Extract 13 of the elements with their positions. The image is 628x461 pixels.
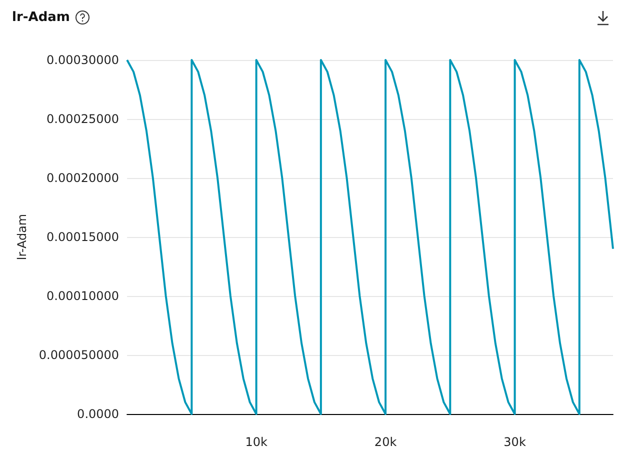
x-tick-label: 30k xyxy=(504,435,526,449)
y-axis-title: lr-Adam xyxy=(15,214,29,260)
y-tick-label: 0.00015000 xyxy=(46,230,120,244)
y-tick-label: 0.000050000 xyxy=(38,348,120,362)
y-tick-label: 0.00010000 xyxy=(46,289,120,303)
y-tick-label: 0.00020000 xyxy=(46,171,120,185)
y-tick-label: 0.0000 xyxy=(77,407,120,421)
chart-title: lr-Adam xyxy=(12,10,70,25)
x-tick-label: 10k xyxy=(245,435,268,449)
line-series xyxy=(126,59,614,415)
y-tick-label: 0.00030000 xyxy=(46,53,120,67)
y-tick-label: 0.00025000 xyxy=(46,112,120,126)
x-tick-label: 20k xyxy=(374,435,397,449)
